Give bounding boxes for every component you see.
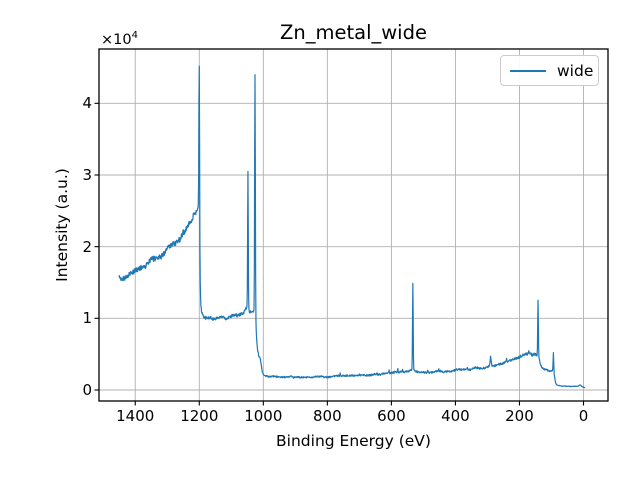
axes-border <box>98 48 609 402</box>
y-axis-label: Intensity (a.u.) <box>53 168 71 282</box>
legend: wide <box>500 55 599 86</box>
offset-multiplier: ×10 <box>101 31 132 48</box>
axis-ticks <box>94 102 585 406</box>
legend-line-sample <box>510 69 546 72</box>
grid-lines <box>99 49 608 401</box>
x-axis-label: Binding Energy (eV) <box>276 432 431 450</box>
y-axis-offset-text: ×104 <box>101 28 138 48</box>
legend-label: wide <box>557 61 594 80</box>
offset-exponent: 4 <box>131 30 138 41</box>
spectrum-line <box>118 65 586 389</box>
chart-title: Zn_metal_wide <box>280 21 427 44</box>
